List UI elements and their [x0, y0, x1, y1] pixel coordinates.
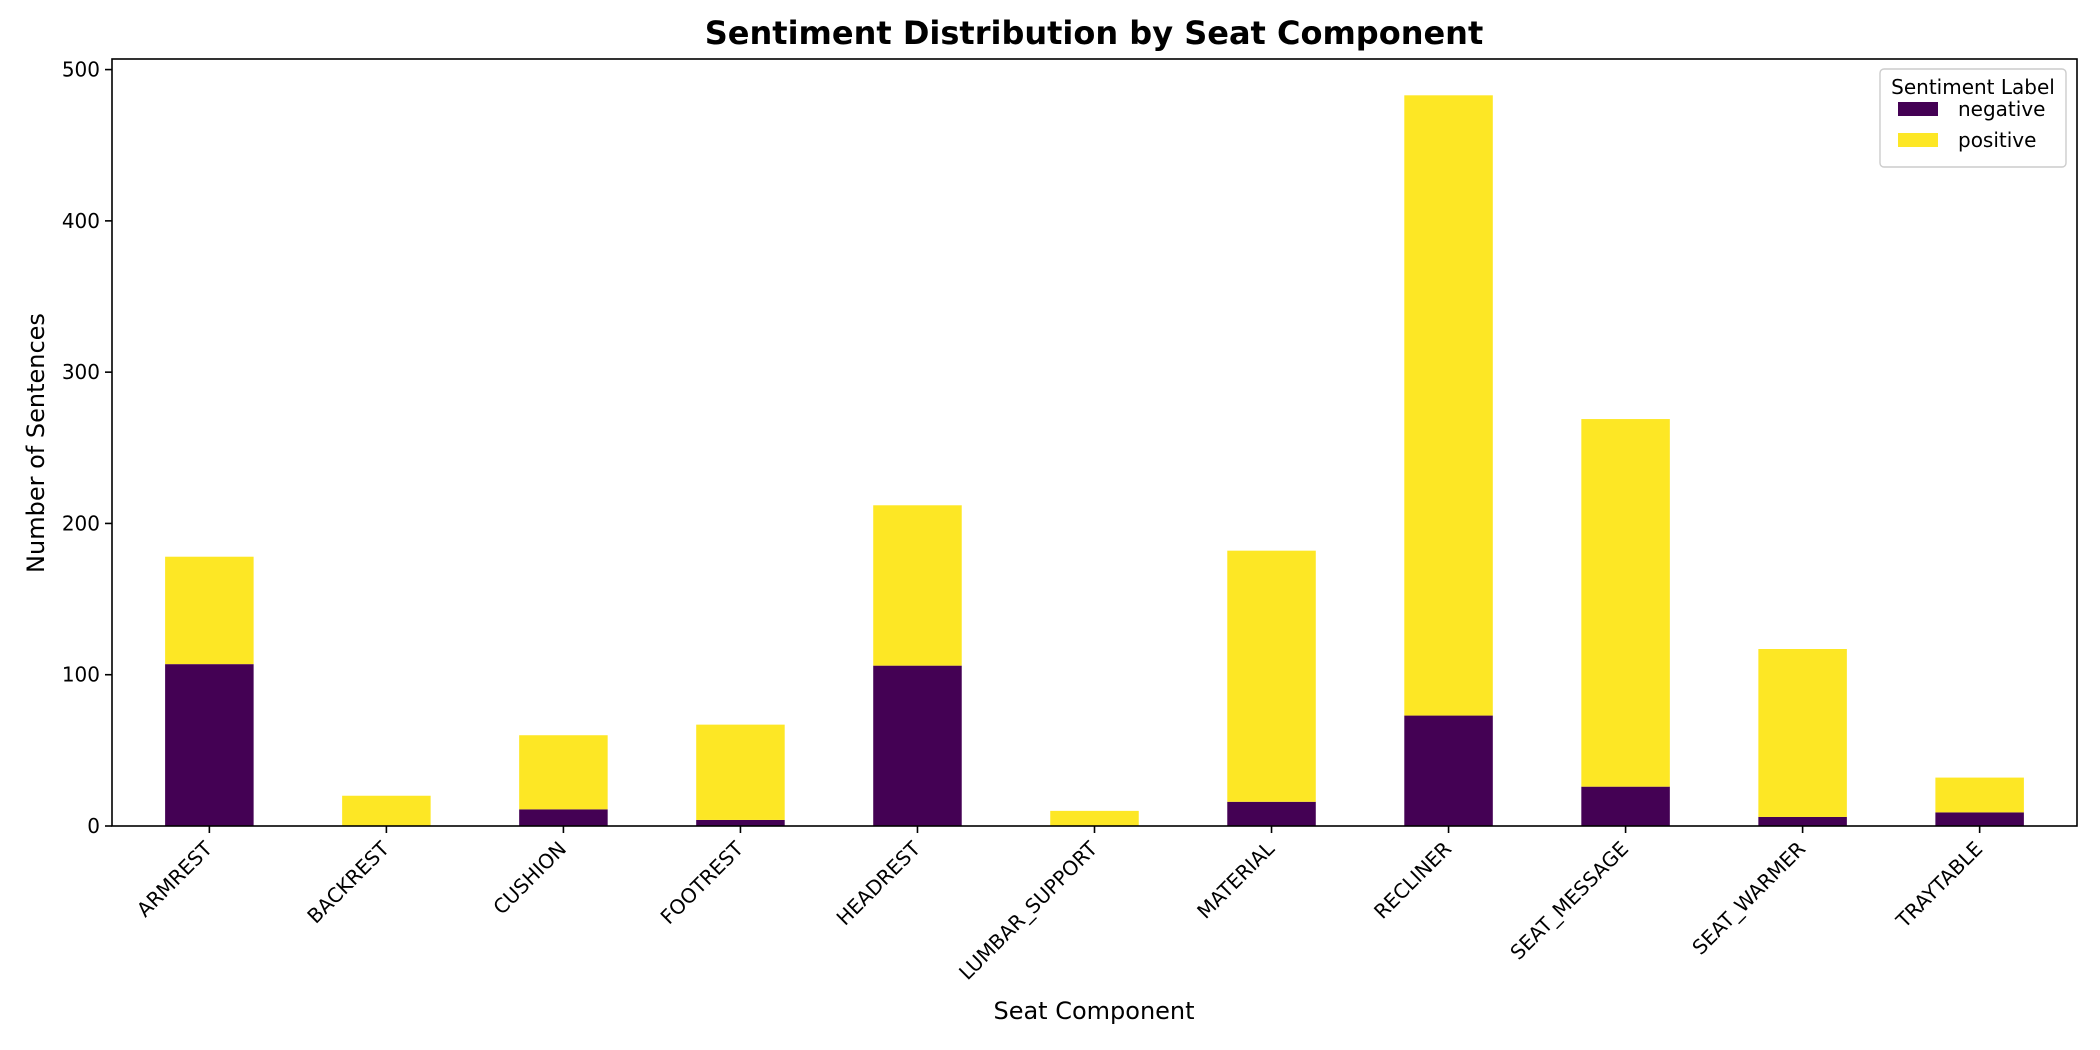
x-tick-label: CUSHION — [488, 837, 571, 920]
bar-positive-cushion — [519, 735, 608, 810]
y-tick-label: 200 — [62, 511, 100, 535]
bar-negative-recliner — [1404, 715, 1493, 826]
bar-negative-traytable — [1935, 812, 2024, 826]
bar-positive-traytable — [1935, 777, 2024, 813]
bar-positive-backrest — [342, 795, 431, 826]
bar-negative-material — [1227, 801, 1316, 826]
x-axis-label: Seat Component — [993, 997, 1194, 1025]
x-tick-label: SEAT_WARMER — [1687, 836, 1810, 959]
bar-negative-armrest — [165, 664, 254, 826]
y-tick-label: 0 — [87, 814, 100, 838]
legend-label-positive: positive — [1958, 128, 2036, 152]
bar-positive-material — [1227, 550, 1316, 802]
bar-negative-seat-message — [1581, 786, 1670, 826]
bar-positive-seat-message — [1581, 419, 1670, 787]
legend-label-negative: negative — [1958, 97, 2045, 121]
bars-layer — [165, 95, 2024, 826]
x-tick-label: LUMBAR_SUPPORT — [954, 836, 1102, 984]
bar-positive-seat-warmer — [1758, 649, 1847, 817]
bar-negative-cushion — [519, 809, 608, 826]
x-tick-label: ARMREST — [132, 836, 218, 922]
y-tick-label: 400 — [62, 209, 100, 233]
legend: Sentiment Label negative positive — [1879, 68, 2067, 168]
x-tick-label: HEADREST — [832, 836, 926, 930]
y-axis: 0 100 200 300 400 500 — [62, 58, 112, 838]
bar-positive-headrest — [873, 505, 962, 666]
chart-title: Sentiment Distribution by Seat Component — [705, 14, 1484, 52]
bar-positive-footrest — [696, 724, 785, 820]
legend-title: Sentiment Label — [1891, 75, 2055, 99]
bar-negative-headrest — [873, 665, 962, 826]
y-axis-label: Number of Sentences — [22, 313, 50, 573]
bar-positive-armrest — [165, 556, 254, 665]
bar-negative-footrest — [696, 819, 785, 826]
y-tick-label: 300 — [62, 360, 100, 384]
bar-positive-recliner — [1404, 95, 1493, 716]
legend-items: negative positive — [1898, 97, 2045, 152]
x-tick-label: MATERIAL — [1192, 836, 1279, 923]
x-tick-label: TRAYTABLE — [1891, 837, 1988, 934]
x-tick-label: BACKREST — [302, 836, 394, 928]
x-axis: ARMREST BACKREST CUSHION FOOTREST HEADREST LU… — [132, 826, 1987, 984]
bar-positive-lumbar-support — [1050, 810, 1139, 826]
legend-swatch-positive — [1898, 133, 1938, 147]
y-tick-label: 100 — [62, 663, 100, 687]
x-tick-label: RECLINER — [1369, 837, 1456, 924]
bar-negative-seat-warmer — [1758, 816, 1847, 826]
legend-swatch-negative — [1898, 102, 1938, 116]
x-tick-label: SEAT_MESSAGE — [1505, 837, 1633, 965]
x-tick-label: FOOTREST — [656, 836, 749, 929]
y-tick-label: 500 — [62, 58, 100, 82]
